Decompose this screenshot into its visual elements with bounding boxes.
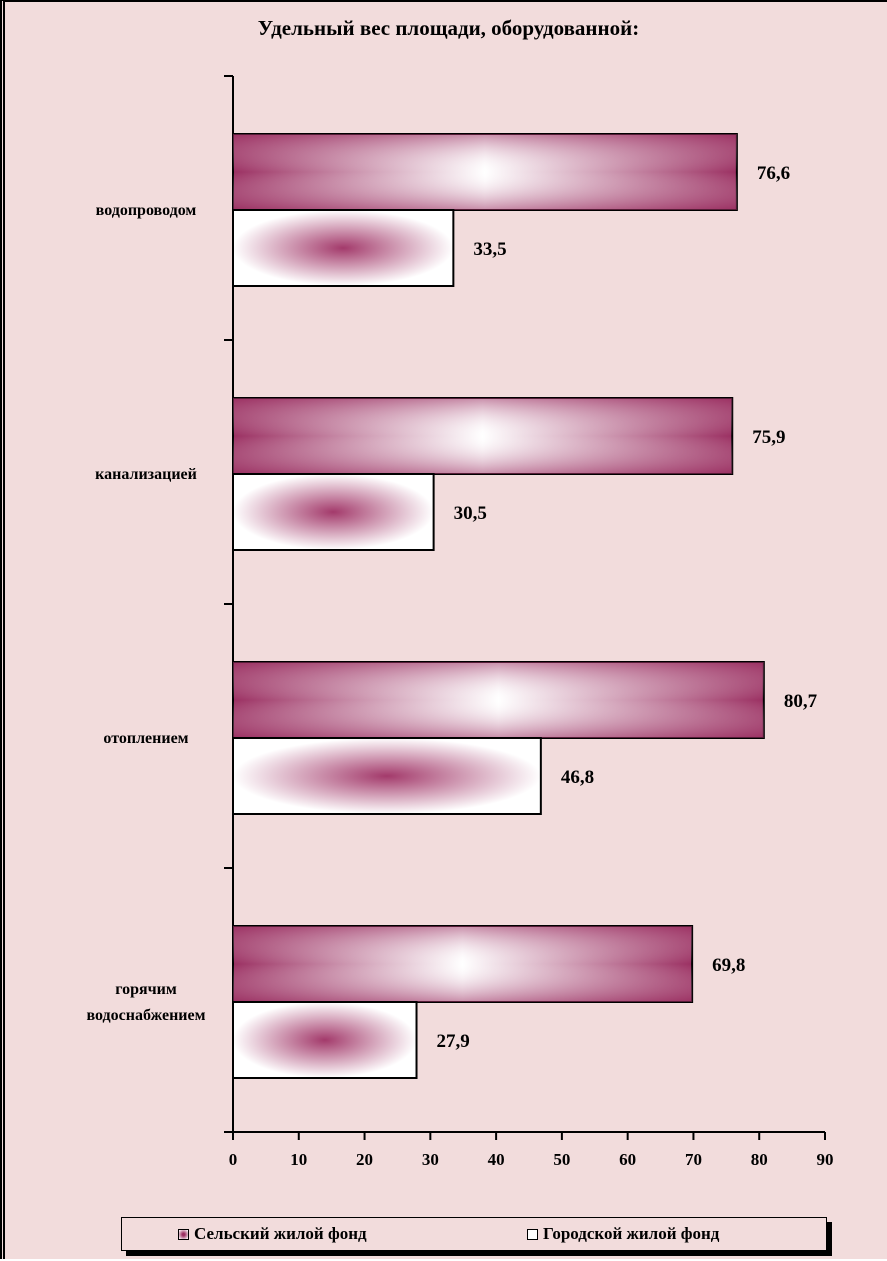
bar-urban: [232, 473, 435, 551]
bar-rural-shading: [233, 926, 693, 1002]
data-label: 75,9: [752, 427, 785, 448]
category-label: отоплением: [103, 730, 188, 747]
x-tick-label: 0: [229, 1150, 238, 1169]
data-label: 80,7: [784, 691, 818, 712]
category-label: водопроводом: [96, 202, 197, 219]
legend-label-urban: Городской жилой фонд: [543, 1224, 720, 1243]
x-tick-label: 30: [422, 1150, 439, 1169]
bar-rural-shading: [233, 134, 737, 210]
data-label: 27,9: [437, 1031, 470, 1052]
legend-item-rural: Сельский жилой фонд: [178, 1218, 367, 1250]
category-label: водоснабжением: [86, 1007, 205, 1024]
bar-urban: [232, 1001, 418, 1079]
x-tick-label: 40: [488, 1150, 505, 1169]
legend-swatch-rural: [178, 1228, 189, 1240]
legend-item-urban: Городской жилой фонд: [527, 1218, 719, 1250]
legend-swatch-urban: [527, 1228, 538, 1240]
data-label: 69,8: [712, 955, 745, 976]
legend: Сельский жилой фонд Городской жилой фонд: [121, 1217, 827, 1251]
chart-title: Удельный вес площади, оборудованной:: [257, 16, 640, 40]
bar-rural-shading: [233, 662, 764, 738]
data-label: 30,5: [454, 503, 487, 524]
x-tick-label: 10: [290, 1150, 307, 1169]
category-label: горячим: [115, 981, 177, 998]
plot-area: 0 10 20 30 40 50 60 70 80 90 водопроводом 76,6 33,5 к…: [86, 75, 834, 1169]
data-label: 33,5: [473, 239, 506, 260]
bar-urban: [232, 737, 542, 815]
bar-urban: [232, 209, 455, 287]
data-label: 46,8: [561, 767, 594, 788]
legend-label-rural: Сельский жилой фонд: [194, 1224, 367, 1243]
x-tick-label: 50: [553, 1150, 570, 1169]
x-tick-label: 60: [619, 1150, 636, 1169]
x-tick-label: 70: [685, 1150, 702, 1169]
x-tick-label: 80: [751, 1150, 768, 1169]
bar-rural-shading: [233, 398, 733, 474]
category-label: канализацией: [95, 466, 197, 483]
x-tick-label: 90: [817, 1150, 834, 1169]
x-tick-label: 20: [356, 1150, 373, 1169]
data-label: 76,6: [757, 163, 790, 184]
